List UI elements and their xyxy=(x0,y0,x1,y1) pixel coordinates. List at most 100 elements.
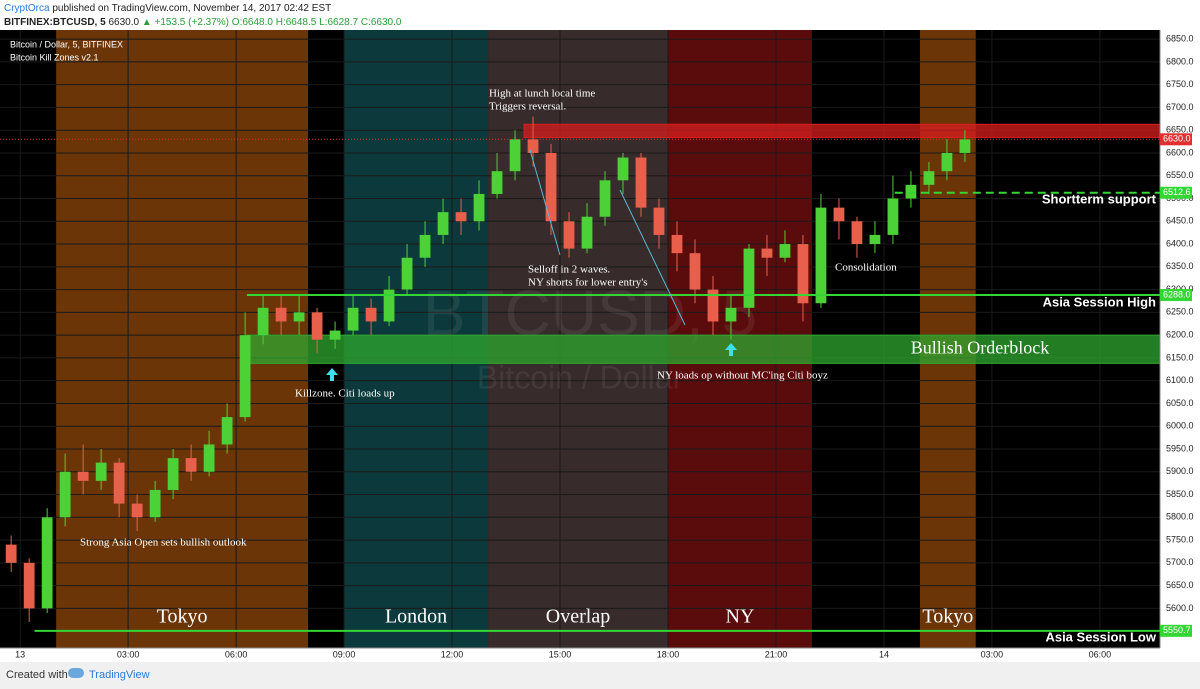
change: ▲ +153.5 (+2.37%) xyxy=(141,17,230,28)
y-tick-label: 6400.0 xyxy=(1166,238,1194,248)
candle-body xyxy=(707,289,719,322)
candle-body xyxy=(95,462,107,481)
session-label: NY xyxy=(726,606,755,628)
price-tag xyxy=(1160,289,1192,302)
annotation: High at lunch local time xyxy=(489,88,595,100)
x-tick-label: 06:00 xyxy=(1089,649,1112,659)
symbol: BITFINEX:BTCUSD, 5 xyxy=(4,17,106,28)
ohlc: L:6628.7 xyxy=(319,17,359,28)
candle-body xyxy=(149,489,161,518)
candle-body xyxy=(167,458,179,490)
arrow xyxy=(619,189,686,326)
level-label: Asia Session High xyxy=(1043,294,1156,309)
candle-body xyxy=(941,152,953,172)
annotation: NY shorts for lower entry's xyxy=(528,277,648,289)
candle-body xyxy=(509,139,521,172)
ohlc: O:6648.0 xyxy=(231,17,273,28)
candle-body xyxy=(311,312,323,340)
candle-body xyxy=(581,216,593,249)
candle-body xyxy=(401,257,413,290)
annotation: Strong Asia Open sets bullish outlook xyxy=(80,537,247,549)
price: 6630.0 xyxy=(108,17,140,28)
y-tick-label: 5900.0 xyxy=(1166,466,1194,476)
session-label: Tokyo xyxy=(157,606,208,628)
zone xyxy=(523,123,1161,138)
candle-body xyxy=(671,234,683,254)
candle-body xyxy=(545,152,557,222)
price-tag-label: 5550.7 xyxy=(1163,625,1191,635)
candle-body xyxy=(599,180,611,217)
x-tick-label: 21:00 xyxy=(765,649,788,659)
y-tick-label: 6550.0 xyxy=(1166,170,1194,180)
candle-body xyxy=(779,244,791,258)
session-label: London xyxy=(385,606,447,628)
ohlc: C:6630.0 xyxy=(360,17,402,28)
candle-body xyxy=(41,517,53,609)
y-tick-label: 6250.0 xyxy=(1166,307,1194,317)
arrow-up xyxy=(326,368,338,381)
candle-body xyxy=(455,212,467,222)
price-tag-label: 6288.0 xyxy=(1163,289,1191,299)
y-tick-label: 6600.0 xyxy=(1166,147,1194,157)
candle-body xyxy=(383,289,395,322)
candle-body xyxy=(203,444,215,472)
candle-body xyxy=(815,207,827,304)
x-tick-label: 14 xyxy=(879,649,889,659)
candle-body xyxy=(473,193,485,222)
candle-body xyxy=(635,157,647,208)
session-label: Tokyo xyxy=(922,606,973,628)
x-tick-label: 06:00 xyxy=(225,649,248,659)
candle-body xyxy=(725,307,737,322)
y-tick-label: 6000.0 xyxy=(1166,421,1194,431)
brand[interactable]: TradingView xyxy=(89,669,150,681)
y-tick-label: 5600.0 xyxy=(1166,603,1194,613)
candle-body xyxy=(329,330,341,340)
price-tag xyxy=(1160,133,1192,146)
annotation: Killzone. Citi loads up xyxy=(295,388,395,400)
y-tick-label: 6450.0 xyxy=(1166,216,1194,226)
price-tag-label: 6512.6 xyxy=(1163,187,1191,197)
y-tick-label: 6700.0 xyxy=(1166,102,1194,112)
x-tick-label: 03:00 xyxy=(117,649,140,659)
x-tick-label: 18:00 xyxy=(657,649,680,659)
candle-body xyxy=(527,139,539,153)
chart-title: Bitcoin / Dollar, 5, BITFINEX xyxy=(10,39,123,49)
candle-body xyxy=(761,248,773,258)
y-tick-label: 5800.0 xyxy=(1166,512,1194,522)
candle-body xyxy=(419,234,431,258)
logo xyxy=(68,668,84,678)
candle-body xyxy=(23,562,35,609)
candle-body xyxy=(851,221,863,245)
y-tick-label: 5650.0 xyxy=(1166,580,1194,590)
candle-body xyxy=(689,253,701,290)
y-tick-label: 6750.0 xyxy=(1166,79,1194,89)
candle-body xyxy=(797,244,809,304)
published: published on TradingView.com, November 1… xyxy=(52,3,332,14)
author[interactable]: CryptOrca xyxy=(4,3,50,14)
candle-body xyxy=(221,417,233,445)
candle-body xyxy=(437,212,449,235)
candle-body xyxy=(887,198,899,235)
x-tick-label: 03:00 xyxy=(981,649,1004,659)
candle-body xyxy=(491,171,503,194)
y-tick-label: 6300.0 xyxy=(1166,284,1194,294)
y-tick-label: 6800.0 xyxy=(1166,56,1194,66)
annotation: Selloff in 2 waves. xyxy=(528,264,611,276)
candle-body xyxy=(5,544,17,563)
ohlc: H:6648.5 xyxy=(275,17,317,28)
y-tick-label: 6100.0 xyxy=(1166,375,1194,385)
arrow-up xyxy=(725,343,737,356)
y-tick-label: 6350.0 xyxy=(1166,261,1194,271)
annotation: Consolidation xyxy=(835,262,897,274)
x-tick-label: 15:00 xyxy=(549,649,572,659)
level-label: Shortterm support xyxy=(1042,191,1157,206)
y-tick-label: 6200.0 xyxy=(1166,330,1194,340)
watermark: Bitcoin / Dollar xyxy=(477,359,684,395)
candle-body xyxy=(743,248,755,308)
level-label: Asia Session Low xyxy=(1045,629,1156,644)
x-tick-label: 12:00 xyxy=(441,649,464,659)
candle-body xyxy=(833,207,845,222)
candle-body xyxy=(275,307,287,322)
